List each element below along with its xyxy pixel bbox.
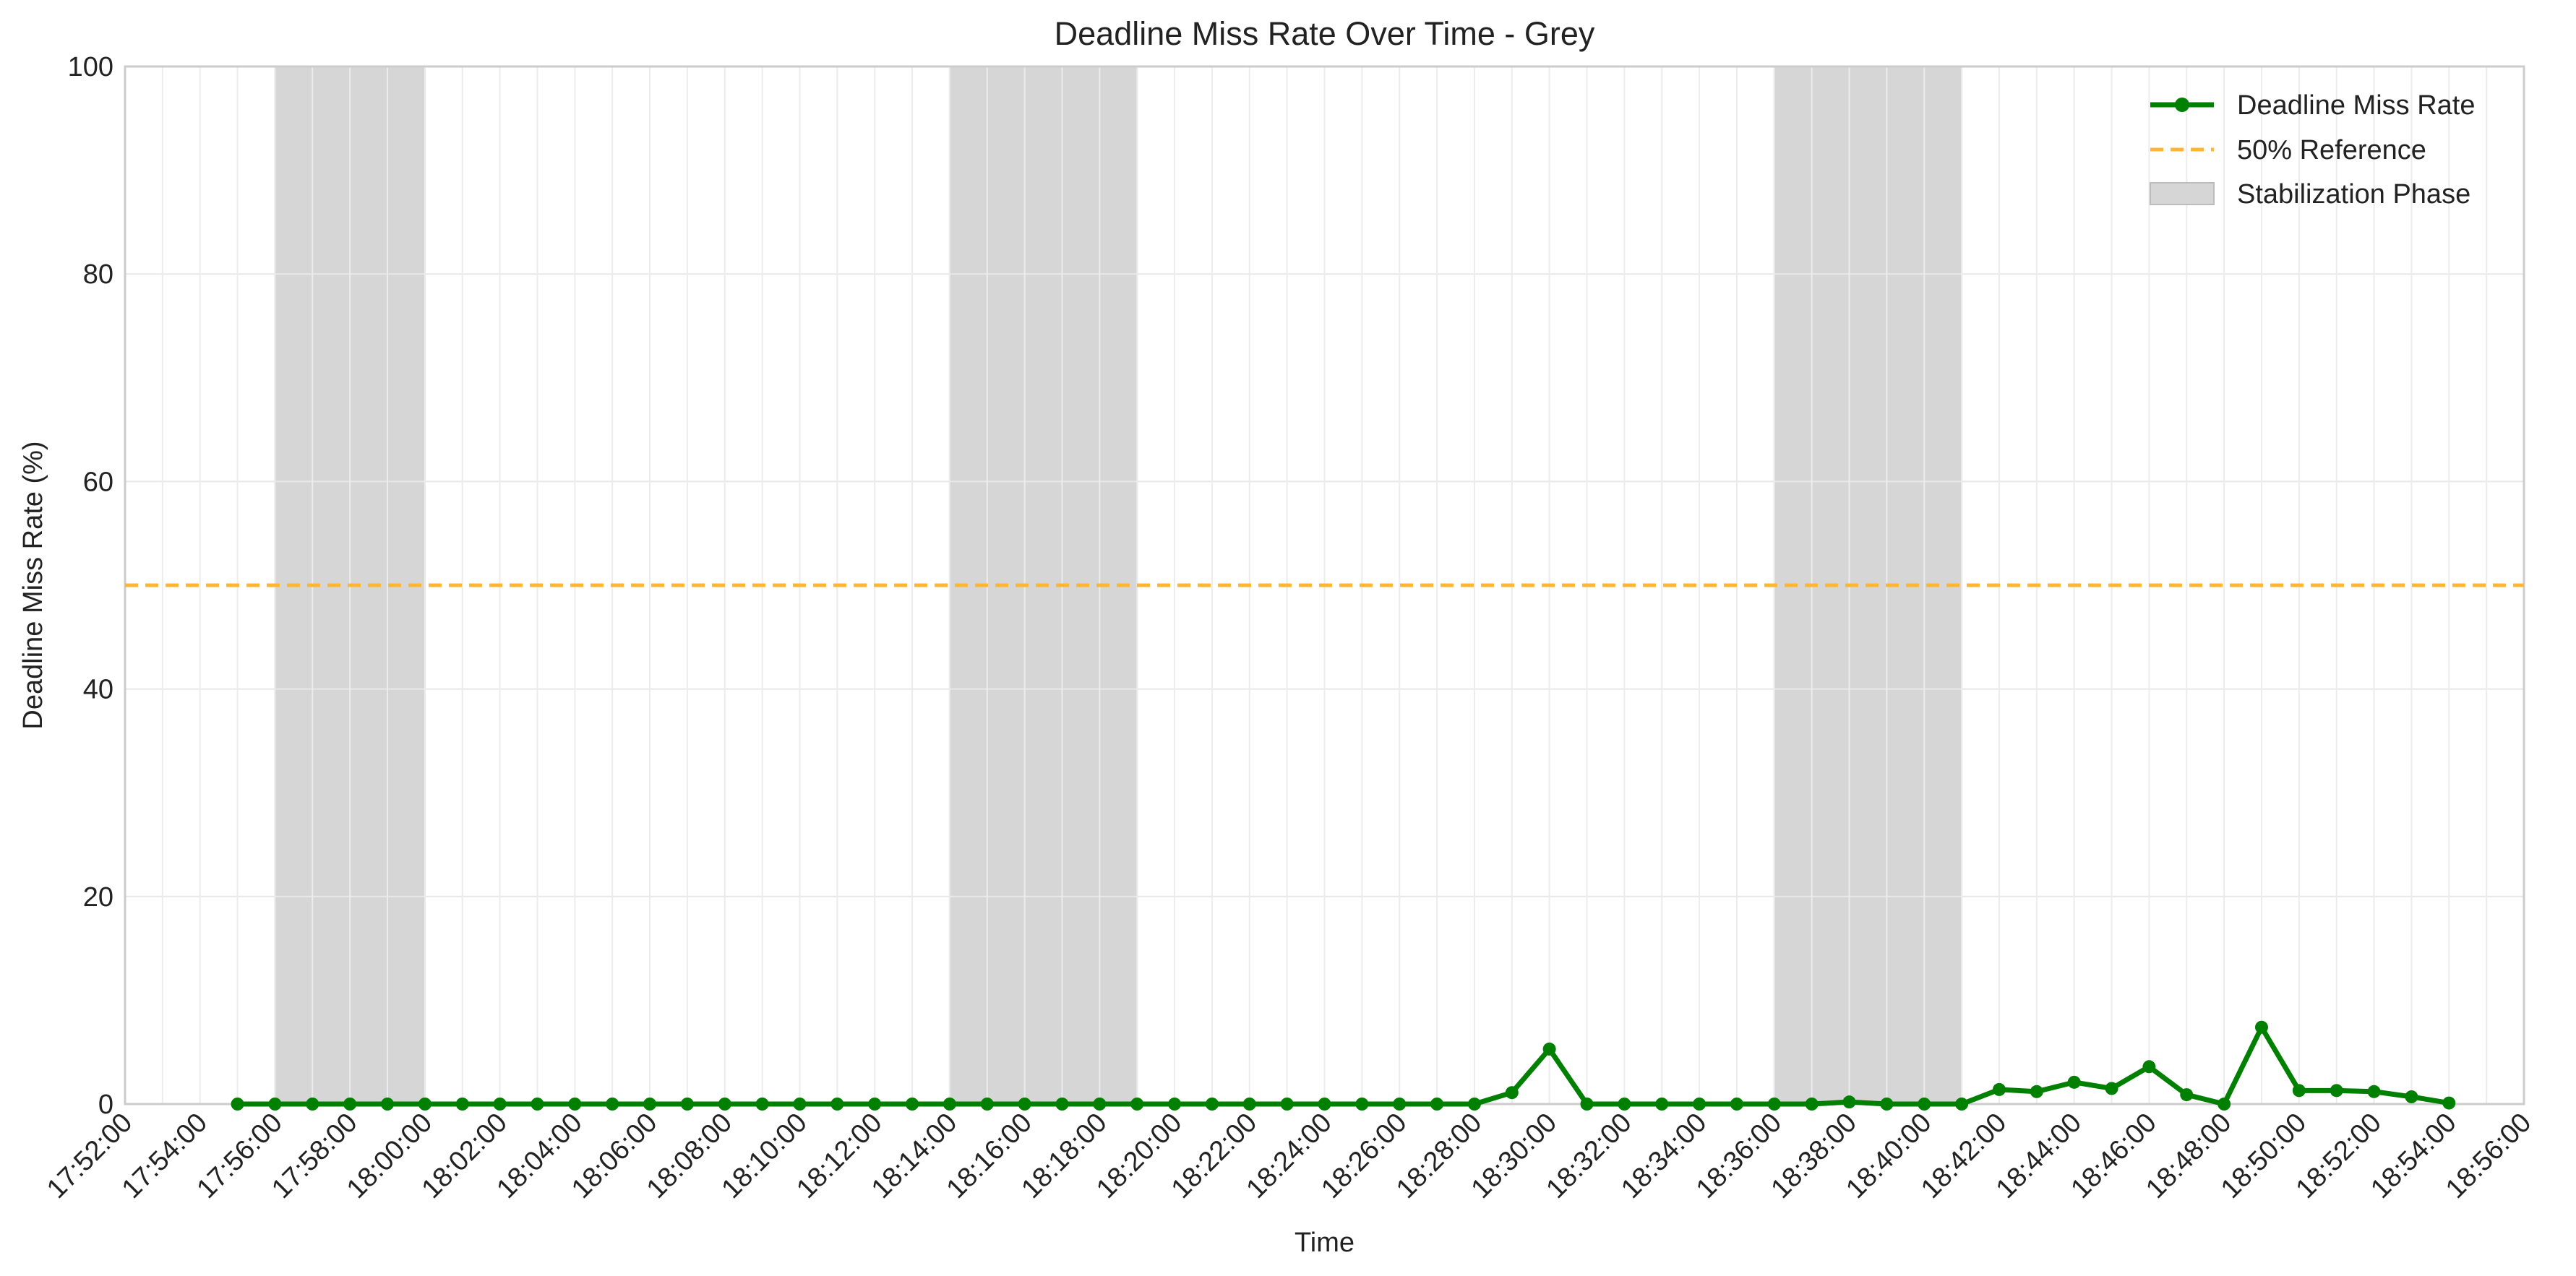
data-point-44 xyxy=(1880,1098,1894,1111)
data-point-23 xyxy=(1093,1098,1107,1111)
data-point-24 xyxy=(1130,1098,1144,1111)
data-point-48 xyxy=(2030,1085,2043,1098)
y-axis-ticks: 0 20 40 60 80 100 xyxy=(68,52,113,1120)
data-point-25 xyxy=(1168,1098,1182,1111)
data-point-43 xyxy=(1842,1095,1856,1109)
data-point-47 xyxy=(1992,1082,2006,1096)
data-point-46 xyxy=(1955,1098,1969,1111)
chart-title: Deadline Miss Rate Over Time - Grey xyxy=(1055,15,1595,52)
data-point-37 xyxy=(1618,1098,1631,1111)
data-point-3 xyxy=(343,1098,357,1111)
y-tick-label-0: 0 xyxy=(98,1090,113,1120)
data-point-2 xyxy=(306,1098,319,1111)
legend: Deadline Miss Rate 50% Reference Stabili… xyxy=(2150,90,2475,210)
data-point-31 xyxy=(1393,1098,1407,1111)
data-point-12 xyxy=(680,1098,694,1111)
data-point-17 xyxy=(868,1098,882,1111)
data-point-16 xyxy=(830,1098,844,1111)
data-point-28 xyxy=(1280,1098,1294,1111)
data-point-55 xyxy=(2292,1084,2306,1098)
data-point-0 xyxy=(231,1098,244,1111)
data-point-10 xyxy=(606,1098,619,1111)
legend-swatch-stabilization xyxy=(2150,182,2215,205)
data-point-58 xyxy=(2405,1090,2418,1103)
data-point-4 xyxy=(381,1098,395,1111)
data-point-59 xyxy=(2442,1096,2456,1110)
data-point-35 xyxy=(1542,1042,1556,1056)
data-point-26 xyxy=(1205,1098,1219,1111)
data-point-38 xyxy=(1655,1098,1669,1111)
data-point-5 xyxy=(418,1098,432,1111)
legend-label-miss-rate: Deadline Miss Rate xyxy=(2237,90,2475,121)
data-point-19 xyxy=(943,1098,956,1111)
data-point-27 xyxy=(1242,1098,1256,1111)
data-point-11 xyxy=(643,1098,657,1111)
data-point-49 xyxy=(2067,1075,2081,1089)
data-point-54 xyxy=(2254,1020,2268,1034)
data-point-8 xyxy=(531,1098,544,1111)
data-point-53 xyxy=(2217,1098,2231,1111)
legend-marker-miss-rate xyxy=(2175,98,2189,112)
data-point-29 xyxy=(1318,1098,1331,1111)
data-point-51 xyxy=(2142,1060,2156,1074)
data-point-22 xyxy=(1055,1098,1069,1111)
data-point-14 xyxy=(755,1098,769,1111)
data-point-34 xyxy=(1505,1086,1519,1100)
data-point-50 xyxy=(2105,1082,2118,1095)
data-point-39 xyxy=(1693,1098,1706,1111)
legend-label-reference: 50% Reference xyxy=(2237,135,2426,165)
data-point-40 xyxy=(1730,1098,1743,1111)
x-axis-ticks: 17:52:0017:54:0017:56:0017:58:0018:00:00… xyxy=(41,1108,2537,1204)
data-point-42 xyxy=(1805,1098,1819,1111)
series-group xyxy=(231,1020,2456,1111)
data-point-56 xyxy=(2330,1084,2343,1098)
data-point-32 xyxy=(1430,1098,1444,1111)
y-axis-title: Deadline Miss Rate (%) xyxy=(18,441,48,729)
data-point-6 xyxy=(455,1098,469,1111)
data-point-15 xyxy=(793,1098,807,1111)
y-tick-label-4: 80 xyxy=(83,259,113,290)
data-point-30 xyxy=(1355,1098,1369,1111)
series-line-miss-rate xyxy=(237,1025,2450,1107)
data-point-13 xyxy=(718,1098,731,1111)
data-point-41 xyxy=(1767,1098,1781,1111)
data-point-57 xyxy=(2367,1085,2381,1098)
data-point-18 xyxy=(906,1098,919,1111)
y-tick-label-1: 20 xyxy=(83,882,113,913)
y-tick-label-3: 60 xyxy=(83,467,113,497)
data-point-9 xyxy=(568,1098,582,1111)
data-point-7 xyxy=(493,1098,507,1111)
data-point-52 xyxy=(2180,1088,2194,1102)
x-axis-title: Time xyxy=(1295,1228,1354,1258)
data-point-20 xyxy=(980,1098,994,1111)
y-tick-label-5: 100 xyxy=(68,52,113,82)
data-point-21 xyxy=(1018,1098,1031,1111)
data-point-1 xyxy=(268,1098,282,1111)
legend-label-stabilization: Stabilization Phase xyxy=(2237,179,2470,210)
y-tick-label-2: 40 xyxy=(83,675,113,705)
data-point-45 xyxy=(1918,1098,1931,1111)
data-point-33 xyxy=(1467,1098,1481,1111)
data-point-36 xyxy=(1580,1098,1594,1111)
